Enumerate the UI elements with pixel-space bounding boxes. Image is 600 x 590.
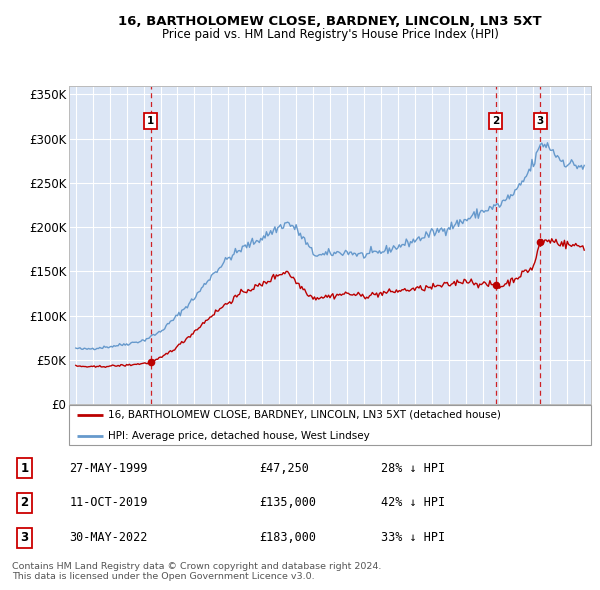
Text: 16, BARTHOLOMEW CLOSE, BARDNEY, LINCOLN, LN3 5XT: 16, BARTHOLOMEW CLOSE, BARDNEY, LINCOLN,… [118,15,542,28]
Text: HPI: Average price, detached house, West Lindsey: HPI: Average price, detached house, West… [108,431,370,441]
Text: £135,000: £135,000 [260,496,317,510]
Text: 30-MAY-2022: 30-MAY-2022 [70,532,148,545]
Text: 3: 3 [537,116,544,126]
Text: 1: 1 [20,461,29,474]
Text: 27-MAY-1999: 27-MAY-1999 [70,461,148,474]
Text: 33% ↓ HPI: 33% ↓ HPI [380,532,445,545]
Text: 3: 3 [20,532,29,545]
Text: 1: 1 [147,116,154,126]
Text: Price paid vs. HM Land Registry's House Price Index (HPI): Price paid vs. HM Land Registry's House … [161,28,499,41]
Text: £183,000: £183,000 [260,532,317,545]
Text: 2: 2 [20,496,29,510]
Text: £47,250: £47,250 [260,461,310,474]
Text: 42% ↓ HPI: 42% ↓ HPI [380,496,445,510]
Text: Contains HM Land Registry data © Crown copyright and database right 2024.
This d: Contains HM Land Registry data © Crown c… [12,562,382,581]
Text: 11-OCT-2019: 11-OCT-2019 [70,496,148,510]
Text: 2: 2 [492,116,499,126]
FancyBboxPatch shape [69,405,591,445]
Text: 16, BARTHOLOMEW CLOSE, BARDNEY, LINCOLN, LN3 5XT (detached house): 16, BARTHOLOMEW CLOSE, BARDNEY, LINCOLN,… [108,410,501,420]
Text: 28% ↓ HPI: 28% ↓ HPI [380,461,445,474]
